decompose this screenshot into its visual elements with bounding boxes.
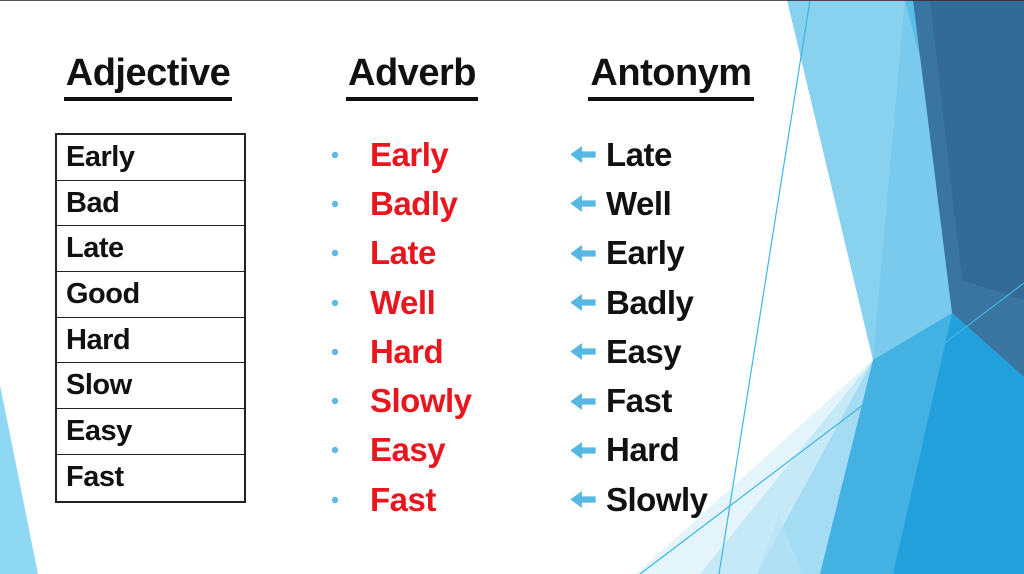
adverb-list-item: Fast [322,475,472,524]
left-arrow-icon [570,343,596,361]
antonym-list-item: Fast [568,376,708,425]
left-arrow-icon [570,294,596,311]
column-header-adverb: Adverb [330,52,494,101]
antonym-list-item: Badly [568,278,708,327]
antonym-list-item: Well [568,179,708,228]
left-arrow-icon [570,195,596,213]
adverb-list-item: Easy [322,426,472,475]
facet-bottom-pale-corner-shape [757,515,802,574]
bullet-dot-icon [331,447,339,454]
bottom-left-corner-wedge-shape [0,385,38,574]
bullet-dot-icon [331,496,339,503]
antonym-item-label: Slowly [606,480,708,518]
adjective-item-label: Early [66,140,135,173]
adverb-item-label: Easy [370,431,446,469]
antonym-item-label: Badly [606,283,694,321]
facet-dark-steel-shape [930,0,1024,300]
antonym-item-label: Fast [606,382,672,420]
antonym-item-label: Early [606,234,685,272]
bullet-dot-icon [331,151,339,158]
adjective-table-cell: Bad [57,181,244,227]
adverb-list-item: Hard [322,327,472,376]
adverb-item-label: Late [370,234,436,272]
left-arrow-icon [570,441,596,459]
adjective-item-label: Bad [66,186,120,219]
adjective-item-label: Late [66,232,124,265]
antonym-item-label: Hard [606,431,680,469]
adverb-list-item: Well [322,278,472,327]
left-arrow-icon [570,392,596,410]
facet-hairline [639,282,1024,574]
bullet-dot-icon [331,397,339,405]
adjective-table-cell: Slow [57,363,244,410]
adverb-item-label: Early [370,135,449,173]
facet-hairline [718,0,811,574]
adverb-list-item: Slowly [322,376,472,425]
adjective-table-cell: Easy [57,409,244,455]
adjective-table-cell: Early [57,135,244,181]
adjective-item-label: Slow [66,369,132,402]
adjective-table-cell: Fast [57,455,244,501]
column-header-label: Adverb [346,52,478,101]
adverb-list-item: Early [322,130,472,179]
column-header-label: Adjective [63,52,233,101]
adjective-item-label: Hard [66,323,131,356]
antonym-list-item: Late [568,130,708,179]
left-arrow-icon [570,491,596,509]
adverb-list: Early Badly Late Well Hard Slowly Easy F… [322,130,472,524]
adverb-item-label: Well [370,283,436,321]
bullet-dot-icon [331,200,339,208]
bullet-dot-icon [331,299,339,306]
left-arrow-icon [570,146,596,164]
column-header-adjective: Adjective [40,52,256,101]
antonym-item-label: Easy [606,332,682,370]
column-header-antonym: Antonym [580,52,762,101]
adjective-item-label: Easy [66,414,132,447]
adverb-item-label: Hard [370,332,444,370]
bullet-dot-icon [331,250,339,257]
antonym-list-item: Easy [568,327,708,376]
bullet-dot-icon [331,348,339,356]
adjective-item-label: Fast [66,461,124,494]
adverb-list-item: Late [322,229,472,278]
facet-medium-blue-shape [820,313,952,574]
antonym-list-item: Slowly [568,475,708,524]
facet-vivid-blue-shape [893,313,1024,574]
adjective-table-cell: Good [57,272,244,318]
antonym-list: Late Well Early Badly Easy Fast Hard Slo… [568,130,708,524]
antonym-item-label: Well [606,184,672,222]
adjective-table-cell: Late [57,226,244,273]
antonym-list-item: Early [568,229,708,278]
adjective-table-cell: Hard [57,318,244,364]
facet-palest-sliver-shape [636,360,873,574]
adverb-item-label: Fast [370,480,436,518]
adverb-list-item: Badly [322,179,472,228]
adjective-item-label: Good [66,277,140,310]
antonym-list-item: Hard [568,426,708,475]
top-edge-line [0,0,1024,1]
adverb-item-label: Slowly [370,382,472,420]
column-header-label: Antonym [588,52,754,101]
antonym-item-label: Late [606,135,672,173]
facet-pale-wedge-shape [700,360,873,574]
adjective-table: Early Bad Late Good Hard Slow Easy Fast [55,133,246,503]
facet-pale-top-sliver-shape [787,0,905,360]
adverb-item-label: Badly [370,184,458,222]
left-arrow-icon [570,244,596,262]
